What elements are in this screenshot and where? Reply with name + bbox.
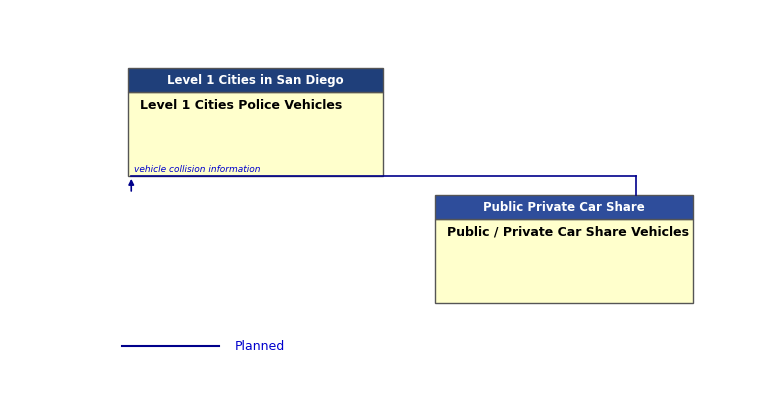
Bar bbox=[435, 219, 693, 303]
Bar bbox=[128, 92, 383, 176]
Bar bbox=[435, 195, 693, 219]
Text: Level 1 Cities Police Vehicles: Level 1 Cities Police Vehicles bbox=[140, 98, 343, 112]
Text: Level 1 Cities in San Diego: Level 1 Cities in San Diego bbox=[168, 74, 344, 87]
Text: Public Private Car Share: Public Private Car Share bbox=[483, 201, 644, 214]
Text: vehicle collision information: vehicle collision information bbox=[135, 165, 261, 174]
Bar bbox=[128, 68, 383, 92]
Text: Public / Private Car Share Vehicles: Public / Private Car Share Vehicles bbox=[447, 225, 689, 239]
Text: Planned: Planned bbox=[234, 339, 285, 353]
